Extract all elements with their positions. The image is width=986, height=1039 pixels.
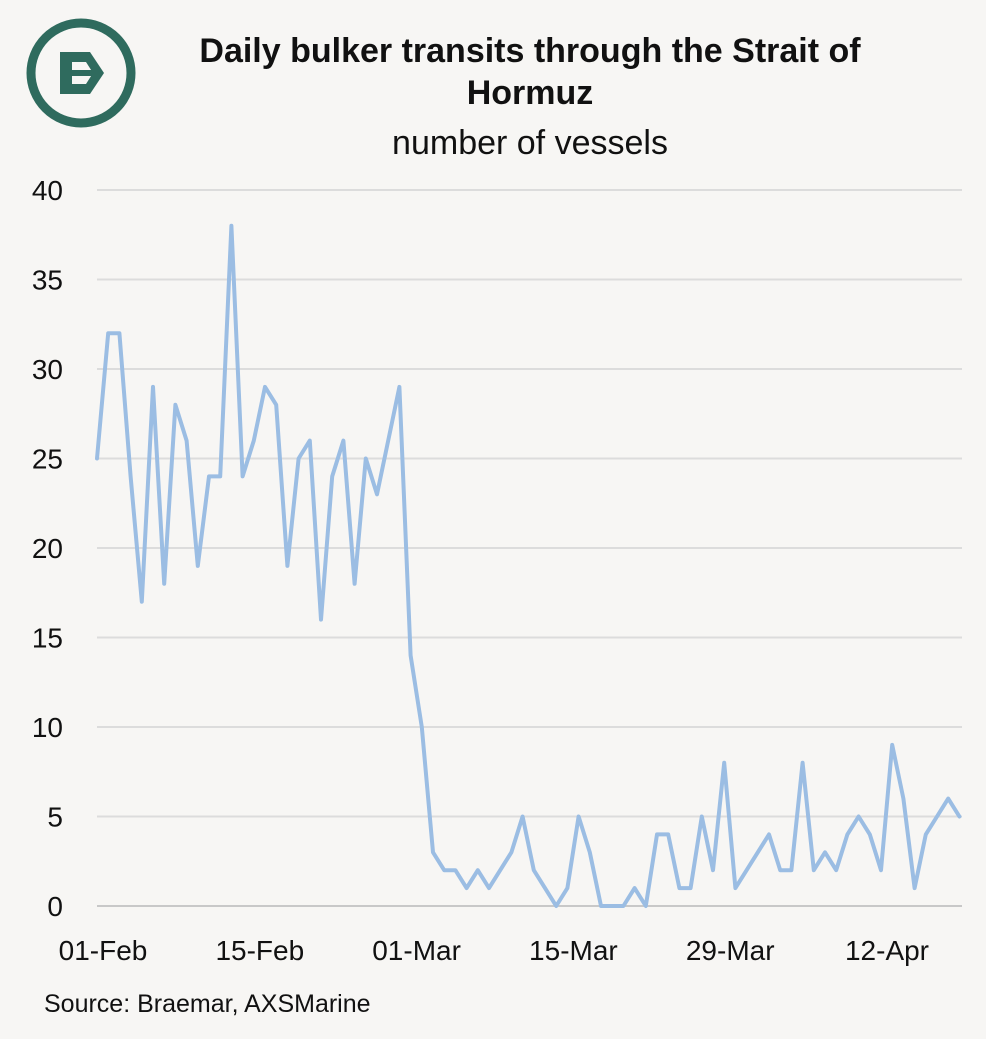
y-tick-label: 0 — [47, 891, 63, 922]
y-tick-label: 5 — [47, 802, 63, 833]
chart-subtitle: number of vessels — [392, 124, 668, 162]
y-tick-label: 30 — [32, 354, 63, 385]
y-tick-label: 15 — [32, 623, 63, 654]
y-tick-label: 20 — [32, 533, 63, 564]
series-group — [95, 223, 962, 908]
chart-title: Daily bulker transits through the Strait… — [199, 32, 861, 112]
y-tick-label: 35 — [32, 265, 63, 296]
source-note: Source: Braemar, AXSMarine — [44, 990, 371, 1018]
x-tick-label: 12-Apr — [845, 935, 929, 966]
x-axis-ticks: 01-Feb 15-Feb 01-Mar 15-Mar 29-Mar 12-Apr — [59, 935, 929, 966]
y-tick-label: 25 — [32, 444, 63, 475]
series-line — [95, 223, 962, 908]
x-tick-label: 29-Mar — [686, 935, 775, 966]
x-tick-label: 01-Feb — [59, 935, 148, 966]
y-tick-label: 40 — [32, 175, 63, 206]
x-tick-label: 15-Mar — [529, 935, 618, 966]
x-tick-label: 01-Mar — [372, 935, 461, 966]
braemar-b-logo-icon — [26, 18, 136, 128]
y-axis-ticks: 0 5 10 15 20 25 30 35 40 — [32, 175, 63, 922]
y-tick-label: 10 — [32, 712, 63, 743]
x-tick-label: 15-Feb — [215, 935, 304, 966]
